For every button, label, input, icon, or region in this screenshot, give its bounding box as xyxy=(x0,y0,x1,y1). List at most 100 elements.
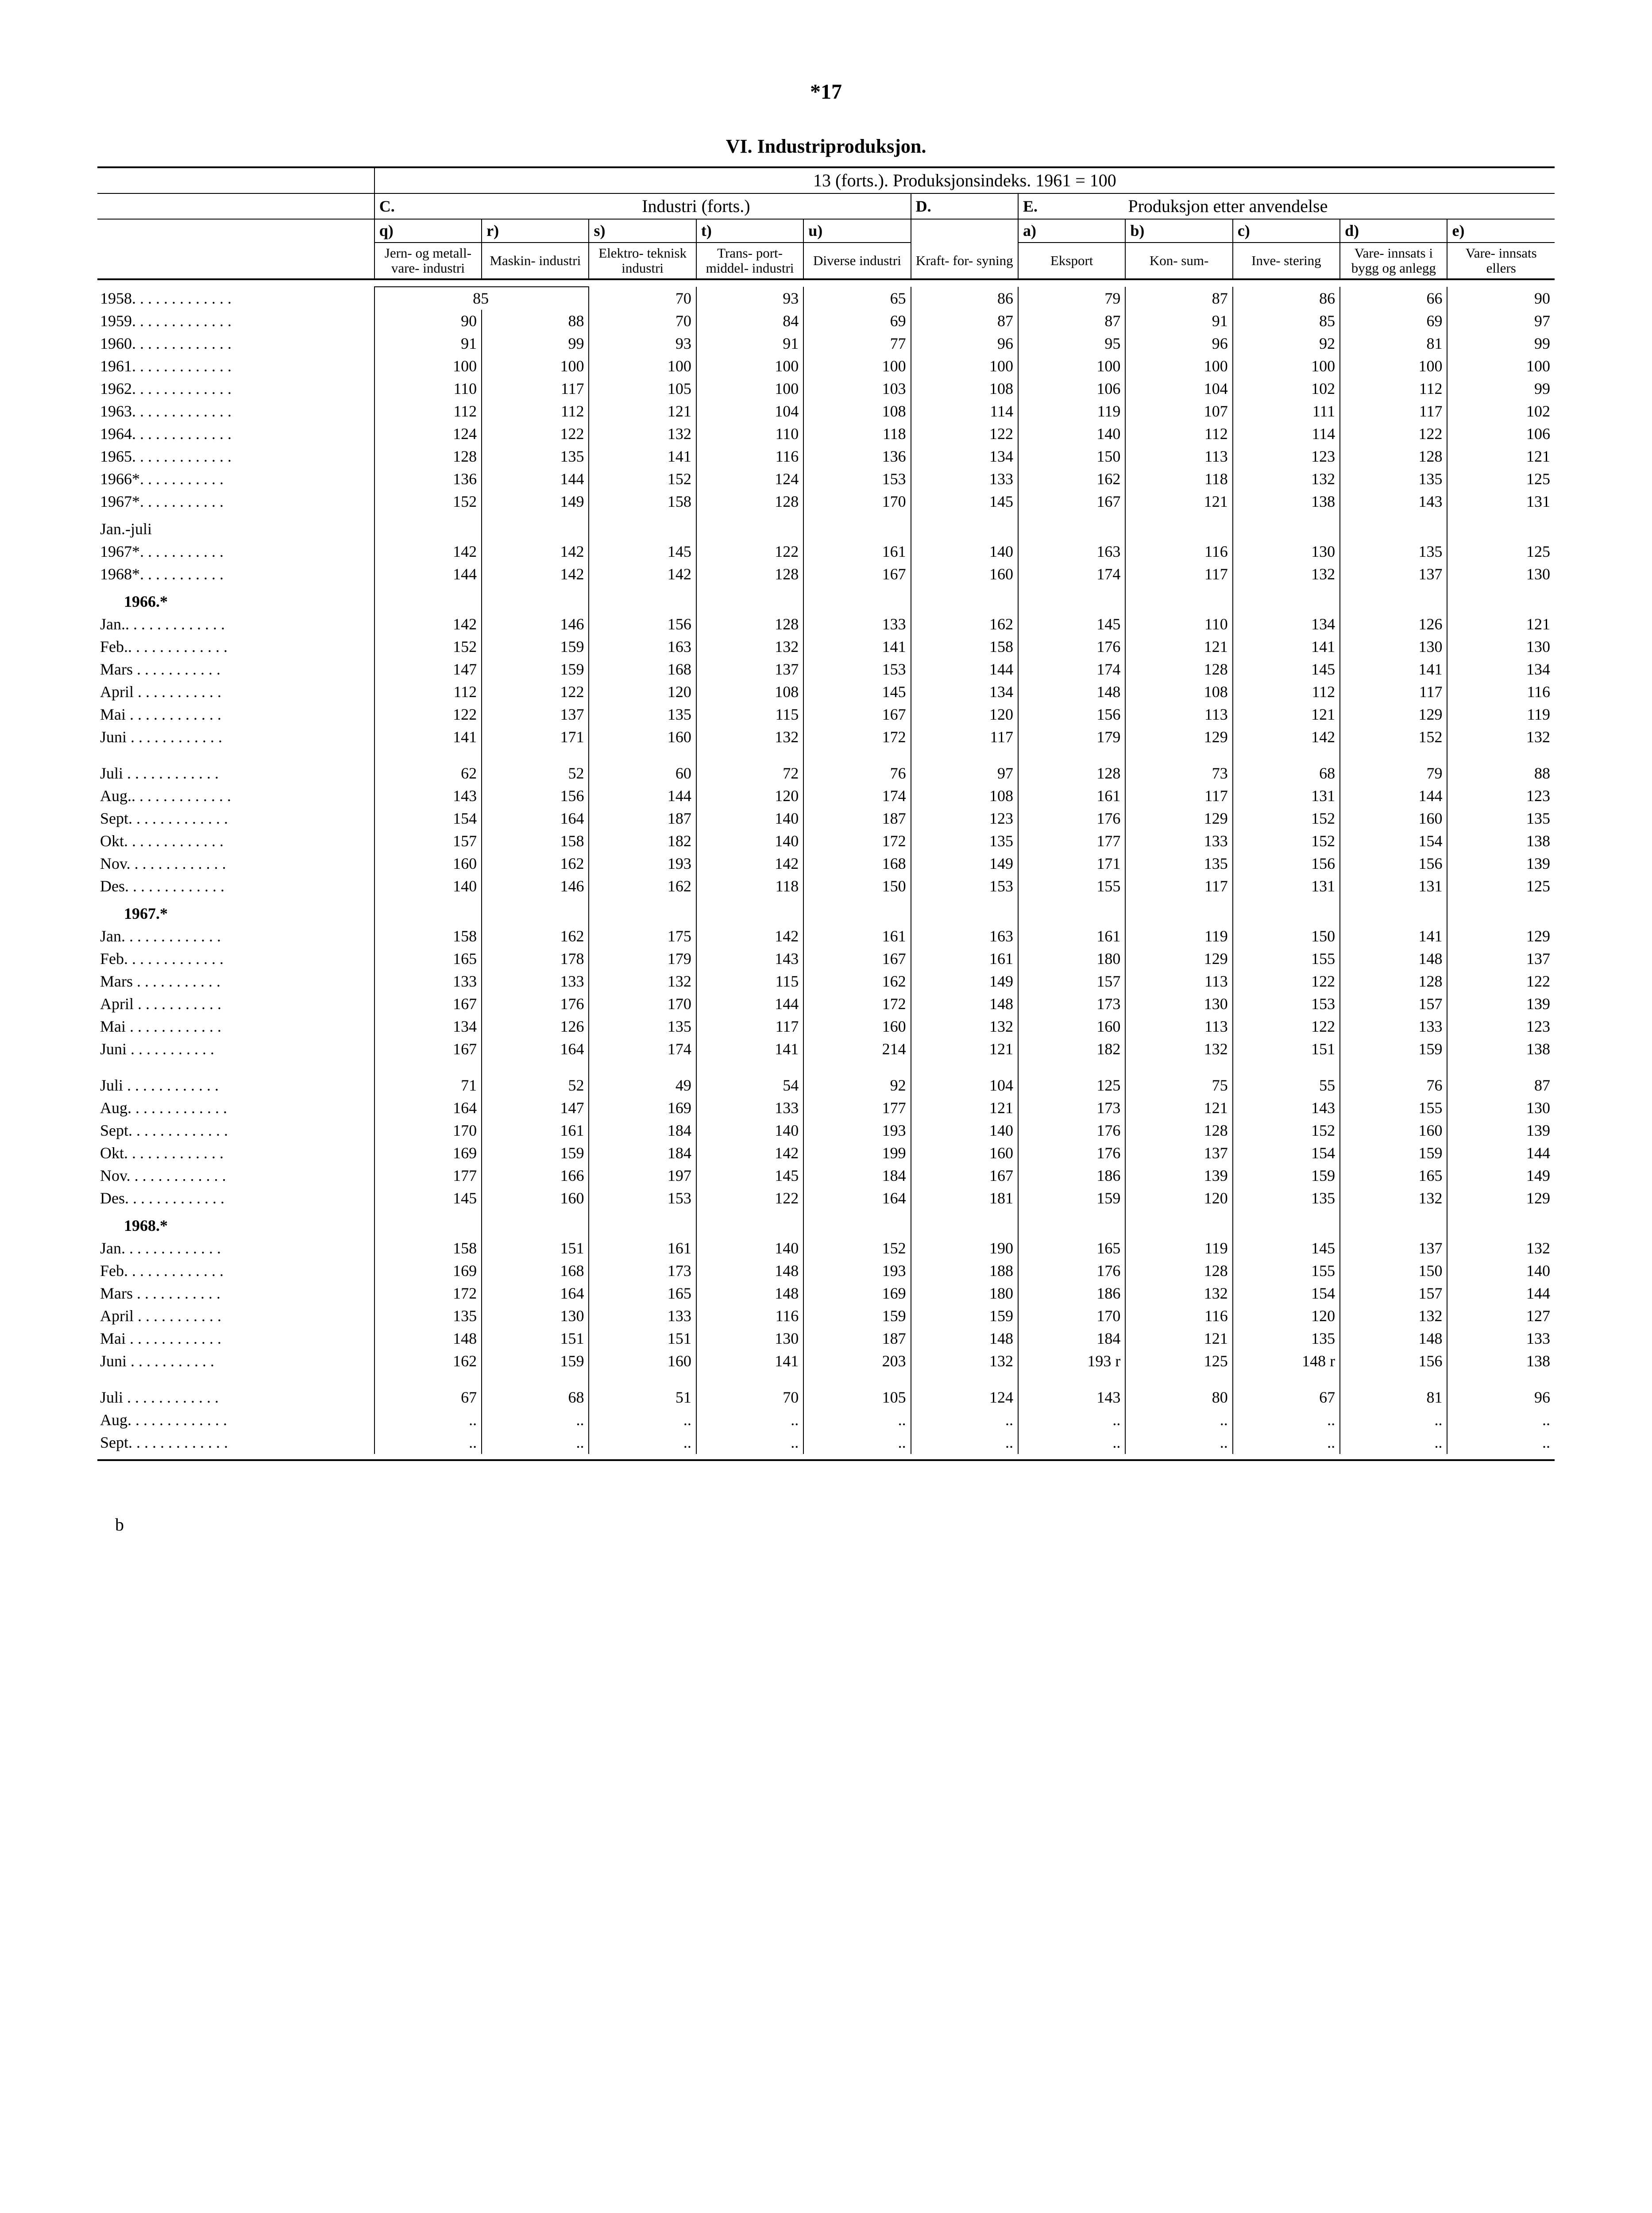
data-cell: 159 xyxy=(1233,1164,1340,1187)
data-cell: 148 xyxy=(911,993,1018,1015)
data-cell: 173 xyxy=(589,1260,696,1282)
data-cell: 51 xyxy=(589,1381,696,1409)
data-cell: 151 xyxy=(482,1327,589,1350)
section-heading: 1967.* xyxy=(97,898,374,925)
data-cell: 122 xyxy=(1447,970,1555,993)
data-cell: 176 xyxy=(1018,807,1125,830)
data-cell: 114 xyxy=(911,400,1018,423)
data-cell: 193 xyxy=(803,1119,911,1142)
data-cell: 214 xyxy=(803,1038,911,1060)
data-cell: 163 xyxy=(911,925,1018,948)
table-row: 1964. . . . . . . . . . . . .12412213211… xyxy=(97,423,1555,445)
row-label: Mars . . . . . . . . . . . xyxy=(97,970,374,993)
data-cell: 144 xyxy=(374,563,482,586)
data-cell: .. xyxy=(589,1431,696,1454)
table-row: Sept. . . . . . . . . . . . .15416418714… xyxy=(97,807,1555,830)
data-cell: 120 xyxy=(696,785,803,807)
data-cell: 164 xyxy=(482,1038,589,1060)
data-cell: 71 xyxy=(374,1069,482,1097)
data-cell: 170 xyxy=(374,1119,482,1142)
row-label: Nov. . . . . . . . . . . . . xyxy=(97,1164,374,1187)
data-cell: 87 xyxy=(1125,287,1232,310)
data-cell: 91 xyxy=(374,332,482,355)
data-cell: 117 xyxy=(1125,785,1232,807)
data-cell: 142 xyxy=(482,563,589,586)
data-cell: 121 xyxy=(1125,636,1232,658)
data-cell: 121 xyxy=(1125,490,1232,513)
data-cell: 119 xyxy=(1447,703,1555,726)
data-cell: 117 xyxy=(482,378,589,400)
data-cell: 187 xyxy=(803,807,911,830)
row-label: Sept. . . . . . . . . . . . . xyxy=(97,1431,374,1454)
data-cell: 164 xyxy=(803,1187,911,1210)
data-cell: 156 xyxy=(589,613,696,636)
group-c-label: Industri (forts.) xyxy=(482,193,911,219)
table-row: Des. . . . . . . . . . . . .140146162118… xyxy=(97,875,1555,898)
data-cell: 175 xyxy=(589,925,696,948)
row-label: Sept. . . . . . . . . . . . . xyxy=(97,807,374,830)
data-cell: .. xyxy=(1340,1431,1447,1454)
data-cell: 128 xyxy=(1125,1119,1232,1142)
data-cell: 105 xyxy=(589,378,696,400)
data-cell: 161 xyxy=(589,1237,696,1260)
data-cell: 160 xyxy=(589,1350,696,1373)
row-label: Juni . . . . . . . . . . . . xyxy=(97,726,374,748)
data-cell: 126 xyxy=(482,1015,589,1038)
data-cell: 156 xyxy=(1340,852,1447,875)
data-cell: 124 xyxy=(696,468,803,490)
data-cell: 125 xyxy=(1447,875,1555,898)
table-row: 1967*. . . . . . . . . . .15214915812817… xyxy=(97,490,1555,513)
data-cell: 142 xyxy=(696,925,803,948)
data-cell: 133 xyxy=(1447,1327,1555,1350)
table-row: Feb. . . . . . . . . . . . .165178179143… xyxy=(97,948,1555,970)
data-cell: 141 xyxy=(1233,636,1340,658)
data-cell: 138 xyxy=(1447,1350,1555,1373)
data-cell: 128 xyxy=(696,490,803,513)
data-cell: 157 xyxy=(1340,1282,1447,1305)
data-cell: 156 xyxy=(1340,1350,1447,1373)
data-cell: 162 xyxy=(589,875,696,898)
data-cell: 116 xyxy=(696,1305,803,1327)
data-cell: 165 xyxy=(374,948,482,970)
data-cell: 159 xyxy=(1018,1187,1125,1210)
data-cell: 159 xyxy=(1340,1142,1447,1164)
data-cell: 184 xyxy=(1018,1327,1125,1350)
data-cell: 137 xyxy=(1340,563,1447,586)
data-cell: 134 xyxy=(1233,613,1340,636)
data-cell: 174 xyxy=(803,785,911,807)
table-row: Mai . . . . . . . . . . . .1481511511301… xyxy=(97,1327,1555,1350)
data-cell: .. xyxy=(374,1409,482,1431)
data-cell: 157 xyxy=(1018,970,1125,993)
data-cell: 116 xyxy=(696,445,803,468)
data-cell: 130 xyxy=(1447,563,1555,586)
data-cell: 169 xyxy=(589,1097,696,1119)
data-cell: 151 xyxy=(1233,1038,1340,1060)
data-cell: 177 xyxy=(1018,830,1125,852)
data-cell: .. xyxy=(374,1431,482,1454)
group-d-letter: D. xyxy=(911,193,1018,219)
col-letter-t: t) xyxy=(696,219,803,243)
section-heading-row: Jan.-juli xyxy=(97,513,1555,540)
data-cell: 184 xyxy=(589,1142,696,1164)
data-cell: 122 xyxy=(482,423,589,445)
data-cell: 170 xyxy=(589,993,696,1015)
data-cell: 62 xyxy=(374,757,482,785)
data-cell: 167 xyxy=(803,563,911,586)
data-cell: 132 xyxy=(696,726,803,748)
data-cell: 107 xyxy=(1125,400,1232,423)
data-cell: 54 xyxy=(696,1069,803,1097)
data-cell: 125 xyxy=(1447,540,1555,563)
data-cell: 122 xyxy=(1340,423,1447,445)
data-cell: 104 xyxy=(911,1069,1018,1097)
data-cell: 167 xyxy=(1018,490,1125,513)
data-cell: 155 xyxy=(1233,1260,1340,1282)
data-cell: 152 xyxy=(1233,1119,1340,1142)
data-cell: 167 xyxy=(803,948,911,970)
data-cell: 139 xyxy=(1447,993,1555,1015)
data-cell: 123 xyxy=(1447,1015,1555,1038)
data-cell: 72 xyxy=(696,757,803,785)
row-label: Mai . . . . . . . . . . . . xyxy=(97,703,374,726)
data-cell: 106 xyxy=(1018,378,1125,400)
data-cell: 173 xyxy=(1018,1097,1125,1119)
data-cell: 102 xyxy=(1233,378,1340,400)
